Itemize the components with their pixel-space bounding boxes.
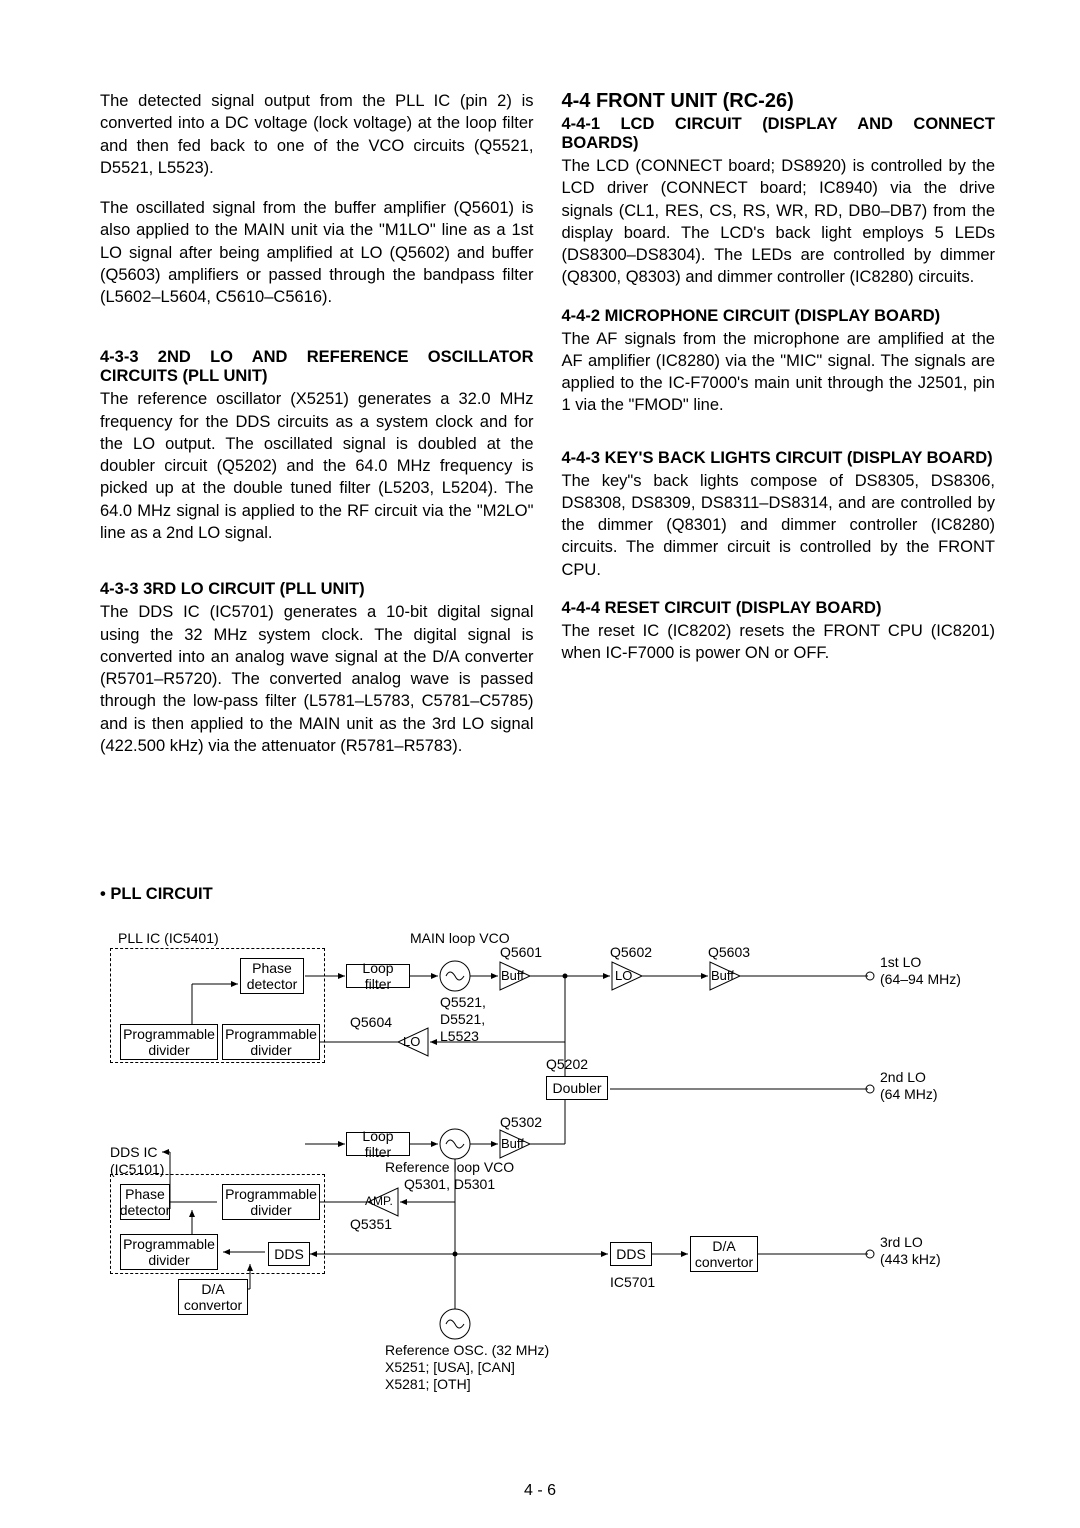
label-3rd-lo: 3rd LO (443 kHz) (880, 1234, 941, 1268)
heading-44: 4-4 FRONT UNIT (RC-26) (562, 90, 996, 113)
label-main-vco: MAIN loop VCO (410, 930, 510, 947)
label-1st-lo: 1st LO (64–94 MHz) (880, 954, 961, 988)
heading-444: 4-4-4 RESET CIRCUIT (DISPLAY BOARD) (562, 599, 996, 618)
box-prog-div-2: Programmable divider (222, 1024, 320, 1060)
label-buff-1: Buff (501, 968, 524, 984)
heading-441: 4-4-1 LCD CIRCUIT (DISPLAY AND CONNECT B… (562, 115, 996, 153)
box-loop-filter-2: Loop filter (346, 1132, 410, 1156)
label-buff-3: Buff (501, 1136, 524, 1152)
label-buff-2: Buff (711, 968, 734, 984)
label-dds-ic: DDS IC (IC5101) (110, 1144, 164, 1178)
label-q5202: Q5202 (546, 1056, 588, 1073)
label-lo-1: LO (615, 968, 632, 984)
heading-443: 4-4-3 KEY'S BACK LIGHTS CIRCUIT (DISPLAY… (562, 449, 996, 468)
paragraph: The reference oscillator (X5251) generat… (100, 388, 534, 544)
paragraph: The oscillated signal from the buffer am… (100, 197, 534, 308)
box-dds-1: DDS (268, 1242, 310, 1266)
paragraph: The reset IC (IC8202) resets the FRONT C… (562, 620, 996, 665)
label-2nd-lo: 2nd LO (64 MHz) (880, 1069, 938, 1103)
label-q5603: Q5603 (708, 944, 750, 961)
label-q5521: Q5521, D5521, L5523 (440, 994, 486, 1044)
label-pll-ic: PLL IC (IC5401) (118, 930, 219, 947)
label-q5604: Q5604 (350, 1014, 392, 1031)
label-ref-osc: Reference OSC. (32 MHz) X5251; [USA], [C… (385, 1342, 549, 1392)
label-ic5701: IC5701 (610, 1274, 655, 1291)
heading-434: 4-3-3 3RD LO CIRCUIT (PLL UNIT) (100, 580, 534, 599)
box-loop-filter-1: Loop filter (346, 964, 410, 988)
box-da-conv-2: D/A convertor (690, 1236, 758, 1272)
label-ref-vco: Reference loop VCO Q5301, D5301 (385, 1159, 514, 1193)
box-prog-div-4: Programmable divider (120, 1234, 218, 1270)
heading-442: 4-4-2 MICROPHONE CIRCUIT (DISPLAY BOARD) (562, 307, 996, 326)
label-q5302: Q5302 (500, 1114, 542, 1131)
label-q5602: Q5602 (610, 944, 652, 961)
pll-circuit-diagram: PLL IC (IC5401) MAIN loop VCO Q5601 Q560… (110, 934, 990, 1384)
box-phase-detector-2: Phase detector (120, 1184, 170, 1220)
paragraph: The LCD (CONNECT board; DS8920) is contr… (562, 155, 996, 289)
paragraph: The key"s back lights compose of DS8305,… (562, 470, 996, 581)
paragraph: The detected signal output from the PLL … (100, 90, 534, 179)
box-da-conv-1: D/A convertor (178, 1279, 248, 1315)
label-q5351: Q5351 (350, 1216, 392, 1233)
heading-433: 4-3-3 2ND LO AND REFERENCE OSCILLATOR CI… (100, 348, 534, 386)
box-phase-detector-1: Phase detector (240, 958, 304, 994)
paragraph: The AF signals from the microphone are a… (562, 328, 996, 417)
heading-pll-circuit: • PLL CIRCUIT (100, 885, 995, 904)
paragraph: The DDS IC (IC5701) generates a 10-bit d… (100, 601, 534, 757)
label-lo-2: LO (403, 1034, 420, 1050)
label-q5601: Q5601 (500, 944, 542, 961)
box-dds-2: DDS (610, 1242, 652, 1266)
box-prog-div-1: Programmable divider (120, 1024, 218, 1060)
box-doubler: Doubler (546, 1076, 608, 1100)
label-amp: AMP. (365, 1194, 393, 1208)
box-prog-div-3: Programmable divider (222, 1184, 320, 1220)
page-number: 4 - 6 (0, 1482, 1080, 1500)
